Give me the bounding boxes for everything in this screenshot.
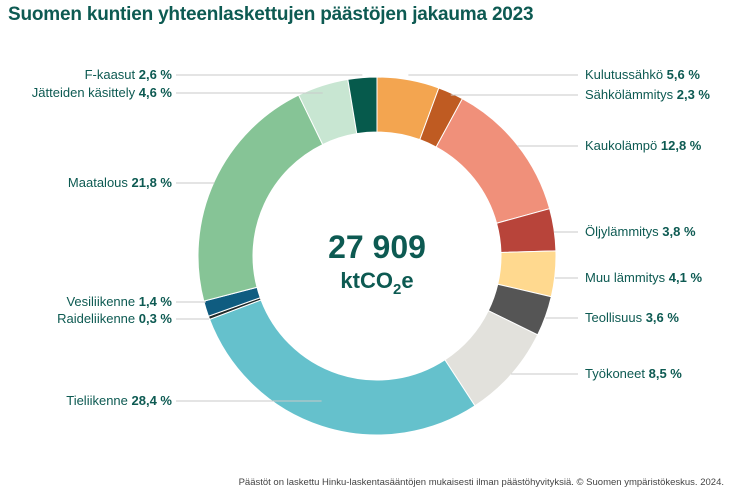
label-vesiliikenne: Vesiliikenne 1,4 % (66, 294, 172, 309)
label-percent: 28,4 % (132, 393, 173, 408)
leader-lines (176, 74, 578, 402)
donut-slices (197, 76, 557, 436)
label-teollisuus: Teollisuus 3,6 % (585, 310, 679, 325)
label-kaukolampo: Kaukolämpö 12,8 % (585, 138, 702, 153)
label-percent: 2,3 % (677, 87, 711, 102)
label-name: Kaukolämpö (585, 138, 661, 153)
label-tieliikenne: Tieliikenne 28,4 % (66, 393, 172, 408)
label-name: Raideliikenne (57, 311, 139, 326)
label-raideliikenne: Raideliikenne 0,3 % (57, 311, 172, 326)
footnote: Päästöt on laskettu Hinku-laskentasääntö… (238, 477, 724, 488)
slice-f-kaasut (347, 76, 378, 135)
label-percent: 8,5 % (649, 366, 683, 381)
center-total-unit: ktCO2e (340, 268, 413, 298)
label-percent: 5,6 % (667, 67, 701, 82)
label-oljylammitys: Öljylämmitys 3,8 % (585, 224, 696, 239)
center-total-value: 27 909 (328, 229, 426, 265)
label-name: Tieliikenne (66, 393, 131, 408)
label-percent: 4,6 % (139, 85, 173, 100)
slice-tieliikenne (208, 299, 476, 436)
label-muu-lammitys: Muu lämmitys 4,1 % (585, 270, 702, 285)
label-percent: 4,1 % (669, 270, 703, 285)
label-name: Öljylämmitys (585, 224, 662, 239)
label-percent: 12,8 % (661, 138, 702, 153)
label-name: Jätteiden käsittely (32, 85, 139, 100)
label-tyokoneet: Työkoneet 8,5 % (585, 366, 682, 381)
label-percent: 3,8 % (662, 224, 696, 239)
chart-title: Suomen kuntien yhteenlaskettujen päästöj… (8, 4, 534, 25)
label-percent: 21,8 % (132, 175, 173, 190)
label-jatteiden-kasittely: Jätteiden käsittely 4,6 % (32, 85, 173, 100)
label-percent: 2,6 % (139, 67, 173, 82)
slice-maatalous (197, 94, 324, 302)
label-percent: 1,4 % (139, 294, 173, 309)
label-name: Muu lämmitys (585, 270, 669, 285)
label-sahkolammitys: Sähkölämmitys 2,3 % (585, 87, 710, 102)
slice-labels: Kulutussähkö 5,6 % Sähkölämmitys 2,3 % Kau… (32, 67, 711, 408)
label-name: Sähkölämmitys (585, 87, 677, 102)
label-name: Kulutussähkö (585, 67, 667, 82)
label-percent: 3,6 % (646, 310, 680, 325)
label-name: Työkoneet (585, 366, 649, 381)
label-name: Vesiliikenne (66, 294, 138, 309)
label-maatalous: Maatalous 21,8 % (68, 175, 173, 190)
label-kulutussahko: Kulutussähkö 5,6 % (585, 67, 700, 82)
label-f-kaasut: F-kaasut 2,6 % (85, 67, 173, 82)
label-name: Maatalous (68, 175, 132, 190)
label-name: Teollisuus (585, 310, 646, 325)
label-name: F-kaasut (85, 67, 139, 82)
slice-kaukolampo (435, 98, 551, 224)
label-percent: 0,3 % (139, 311, 173, 326)
